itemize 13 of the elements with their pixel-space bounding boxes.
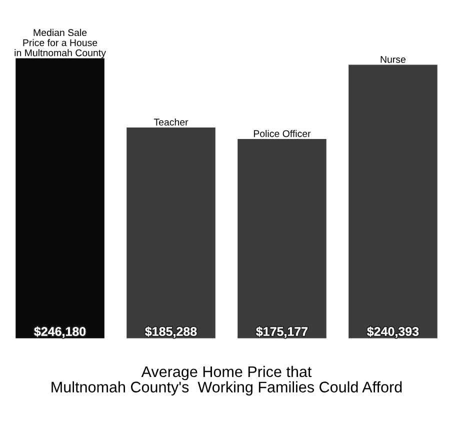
x-tick-label: Median Sale Price for a House in Multnomah County: [14, 28, 106, 58]
bar: [126, 128, 216, 338]
x-axis-title: Average Home Price that Multnomah County's Working Families Could Afford: [52, 366, 402, 396]
x-tick-label: Nurse: [380, 56, 406, 63]
bar: [348, 64, 438, 338]
data-label: $175,177: [256, 326, 308, 338]
data-label: $240,393: [367, 326, 419, 338]
data-label: $185,288: [145, 326, 197, 338]
bar: [16, 58, 104, 338]
data-label: $246,180: [34, 326, 86, 338]
x-tick-label: Teacher: [154, 118, 188, 126]
x-tick-label: Police Officer: [254, 130, 311, 138]
bar: [238, 139, 326, 338]
